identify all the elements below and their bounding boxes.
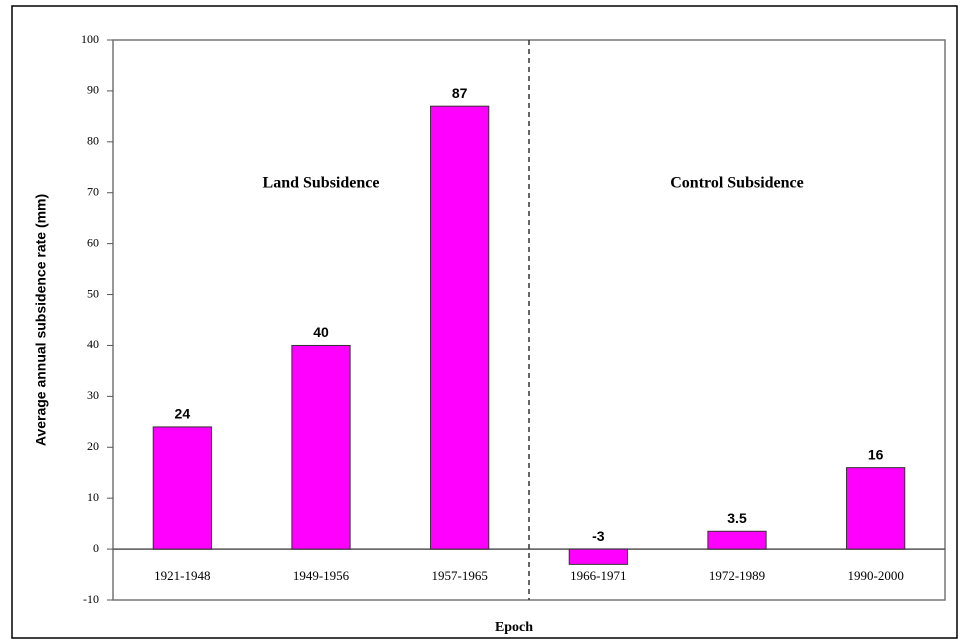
y-tick-label: 40 bbox=[87, 337, 99, 351]
bar bbox=[291, 344, 351, 550]
data-label: -3 bbox=[592, 528, 605, 544]
x-tick-label: 1957-1965 bbox=[431, 568, 487, 583]
x-tick-label: 1990-2000 bbox=[847, 568, 903, 583]
annotation: Control Subsidence bbox=[670, 175, 804, 192]
y-axis-label: Average annual subsidence rate (mm) bbox=[33, 194, 49, 446]
data-label: 24 bbox=[175, 406, 191, 422]
y-tick-label: 0 bbox=[93, 541, 99, 555]
data-label: 16 bbox=[868, 446, 884, 462]
bar bbox=[707, 530, 767, 550]
x-tick-label: 1972-1989 bbox=[709, 568, 765, 583]
annotation: Land Subsidence bbox=[263, 175, 380, 192]
y-tick-label: 80 bbox=[87, 134, 99, 148]
y-tick-label: 70 bbox=[87, 184, 99, 198]
y-tick-label: 90 bbox=[87, 83, 99, 97]
x-axis-label: Epoch bbox=[495, 620, 533, 635]
y-tick-label: 60 bbox=[87, 235, 99, 249]
y-tick-label: 20 bbox=[87, 439, 99, 453]
data-label: 40 bbox=[313, 324, 329, 340]
bar bbox=[430, 105, 490, 550]
y-tick-label: 50 bbox=[87, 286, 99, 300]
x-tick-label: 1949-1956 bbox=[293, 568, 350, 583]
y-tick-label: 10 bbox=[87, 490, 99, 504]
data-label: 87 bbox=[452, 85, 468, 101]
bar bbox=[568, 548, 628, 565]
bar bbox=[846, 467, 906, 550]
data-label: 3.5 bbox=[727, 510, 747, 526]
y-tick-label: 100 bbox=[81, 32, 99, 46]
y-tick-label: -10 bbox=[83, 592, 99, 606]
y-tick-label: 30 bbox=[87, 388, 99, 402]
x-tick-label: 1966-1971 bbox=[570, 568, 626, 583]
x-tick-label: 1921-1948 bbox=[154, 568, 210, 583]
bar bbox=[152, 426, 212, 550]
